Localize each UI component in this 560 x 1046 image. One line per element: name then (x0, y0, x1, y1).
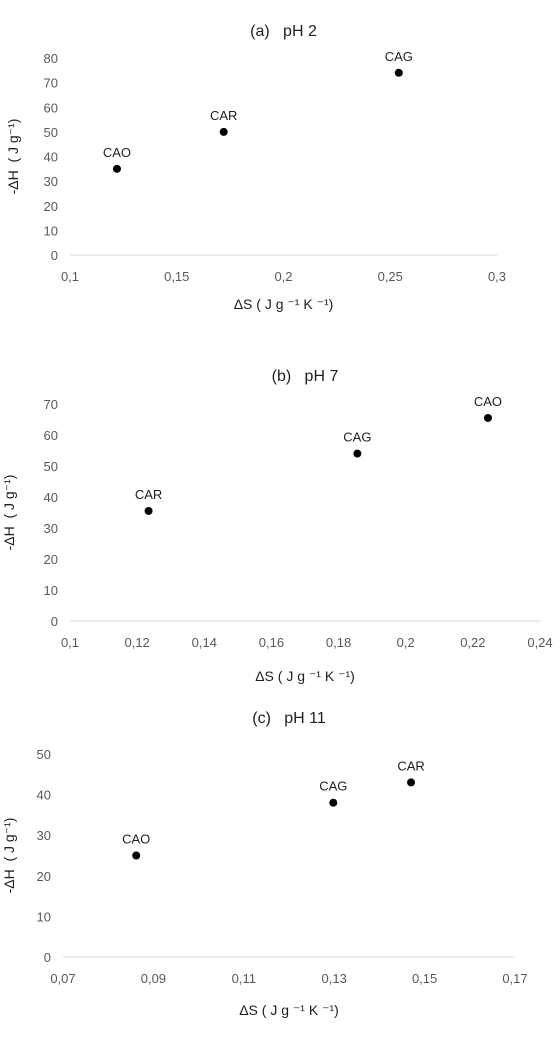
x-tick-label: 0,07 (50, 971, 75, 986)
y-tick-label: 40 (44, 490, 58, 505)
y-tick-label: 60 (44, 100, 58, 115)
data-point-label: CAR (135, 487, 162, 502)
y-tick-label: 0 (51, 614, 58, 629)
y-tick-label: 80 (44, 51, 58, 66)
x-tick-label: 0,2 (274, 269, 292, 284)
data-point-label: CAR (210, 108, 237, 123)
x-tick-label: 0,25 (378, 269, 403, 284)
y-tick-label: 40 (37, 788, 51, 803)
data-point (353, 449, 362, 458)
data-point-label: CAO (122, 832, 150, 847)
y-tick-label: 30 (37, 828, 51, 843)
x-tick-label: 0,16 (259, 635, 284, 650)
chart-panel-1: (b) pH 7 0 10 20 30 40 50 60 70 0,1 0,12 0,14 0,16 0,… (1, 368, 553, 684)
x-axis-label: ΔS ( J g ⁻¹ K ⁻¹) (234, 296, 334, 312)
x-tick-label: 0,09 (141, 971, 166, 986)
y-tick-label: 50 (44, 125, 58, 140)
y-tick-label: 50 (37, 747, 51, 762)
y-tick-label: 30 (44, 521, 58, 536)
y-tick-label: 20 (37, 869, 51, 884)
y-tick-label: 70 (44, 397, 58, 412)
y-axis-label: -ΔH ( J g⁻¹) (1, 818, 17, 894)
data-point (144, 506, 153, 515)
x-tick-label: 0,1 (61, 269, 79, 284)
data-point (132, 851, 141, 860)
y-tick-label: 60 (44, 428, 58, 443)
data-point (483, 413, 492, 422)
data-point (407, 778, 416, 787)
y-tick-label: 40 (44, 150, 58, 165)
data-point-label: CAO (474, 394, 502, 409)
y-tick-label: 0 (44, 950, 51, 965)
data-point (394, 68, 403, 77)
x-tick-label: 0,3 (488, 269, 506, 284)
y-tick-label: 20 (44, 552, 58, 567)
x-tick-label: 0,15 (164, 269, 189, 284)
x-axis-label: ΔS ( J g ⁻¹ K ⁻¹) (255, 668, 355, 684)
y-tick-label: 10 (37, 909, 51, 924)
y-tick-label: 70 (44, 76, 58, 91)
data-point (329, 798, 338, 807)
y-tick-label: 0 (51, 248, 58, 263)
data-point (219, 127, 228, 136)
chart-panel-0: (a) pH 2 0 10 20 30 40 50 60 70 80 0,1 0,15 0,2 0,25 0… (5, 23, 506, 312)
y-tick-label: 20 (44, 199, 58, 214)
data-point-label: CAG (319, 779, 347, 794)
x-tick-label: 0,17 (502, 971, 527, 986)
data-point-label: CAG (385, 49, 413, 64)
y-tick-label: 30 (44, 174, 58, 189)
x-tick-label: 0,18 (326, 635, 351, 650)
x-tick-label: 0,12 (124, 635, 149, 650)
y-axis-label: -ΔH ( J g⁻¹) (1, 475, 17, 551)
x-tick-label: 0,24 (527, 635, 552, 650)
chart-title: (b) pH 7 (272, 368, 339, 385)
x-tick-label: 0,22 (460, 635, 485, 650)
x-tick-label: 0,11 (232, 971, 256, 986)
data-point (112, 164, 121, 173)
x-tick-label: 0,15 (412, 971, 437, 986)
x-axis-label: ΔS ( J g ⁻¹ K ⁻¹) (239, 1002, 339, 1018)
x-tick-label: 0,1 (61, 635, 79, 650)
chart-title: (a) pH 2 (250, 23, 317, 40)
data-point-label: CAO (103, 145, 131, 160)
chart-panel-2: (c) pH 11 0 10 20 30 40 50 0,07 0,09 0,11 0,13 0,15… (1, 710, 528, 1018)
chart-title: (c) pH 11 (252, 710, 326, 727)
y-axis-label: -ΔH ( J g⁻¹) (5, 119, 21, 195)
y-tick-label: 10 (44, 583, 58, 598)
data-point-label: CAG (343, 430, 371, 445)
x-tick-label: 0,13 (322, 971, 347, 986)
x-tick-label: 0,14 (192, 635, 217, 650)
x-tick-label: 0,2 (397, 635, 415, 650)
y-tick-label: 10 (44, 223, 58, 238)
data-point-label: CAR (397, 758, 424, 773)
y-tick-label: 50 (44, 459, 58, 474)
